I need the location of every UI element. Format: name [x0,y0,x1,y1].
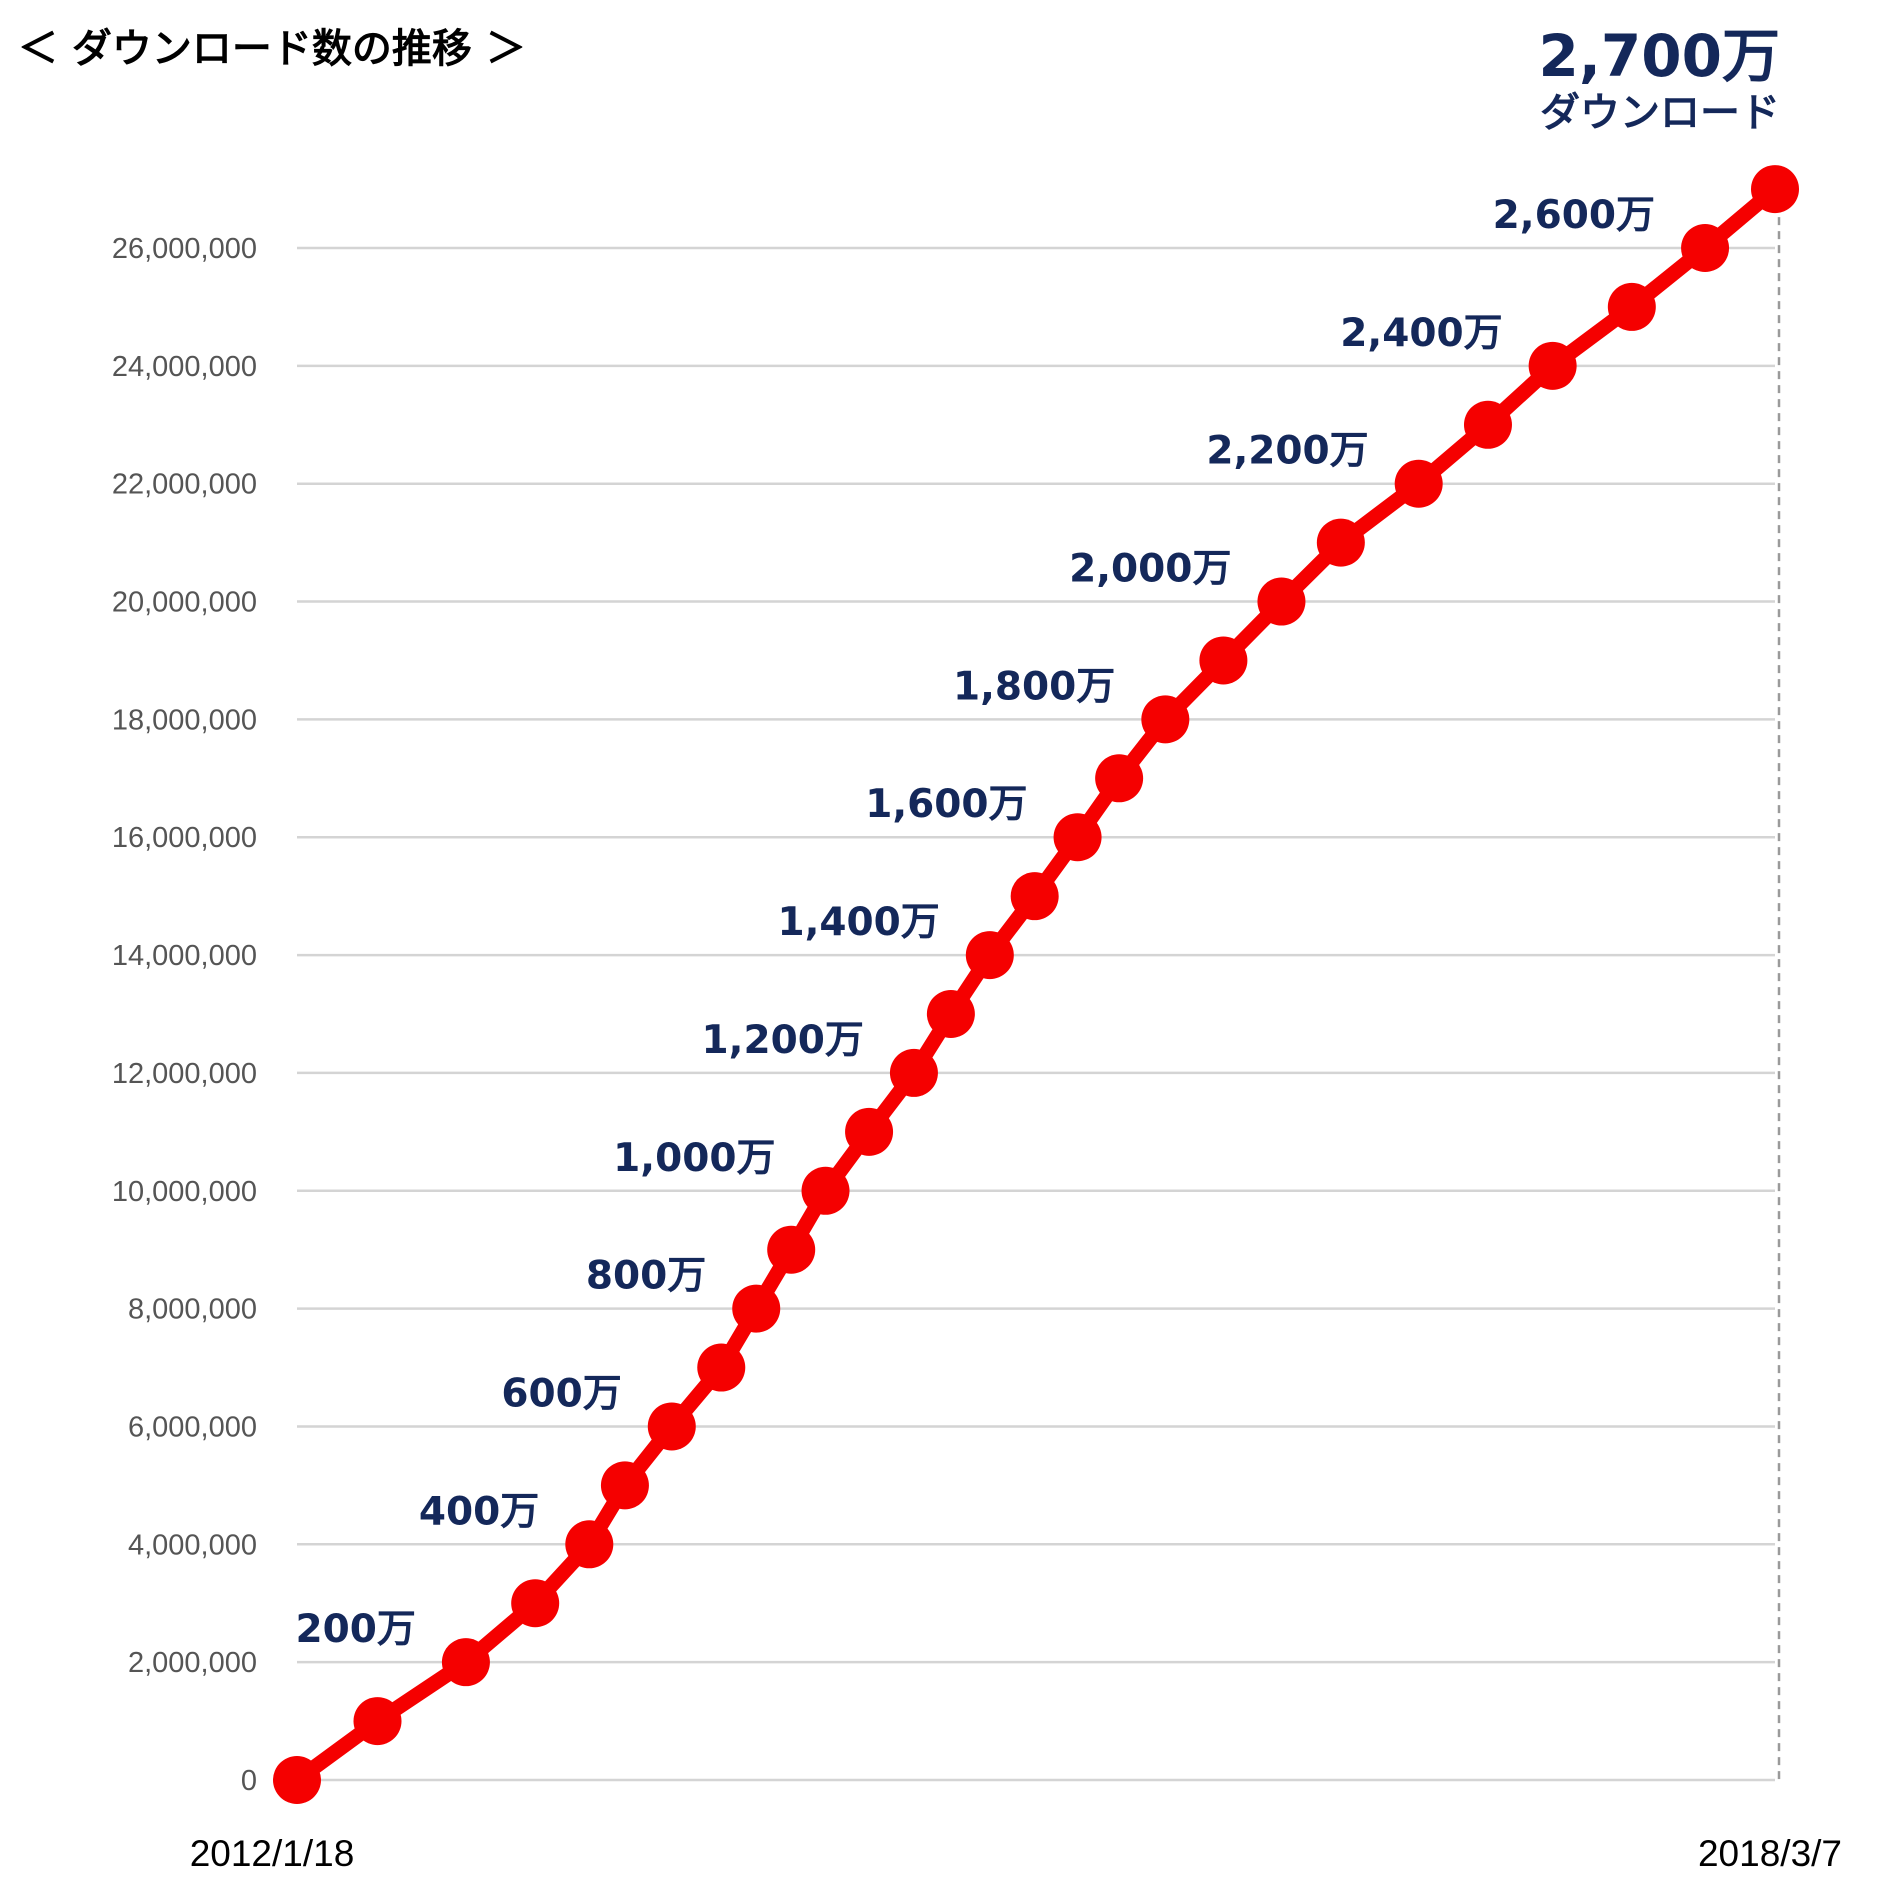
data-point-11 [845,1107,894,1156]
milestone-label-2: 600万 [501,1371,621,1416]
data-point-18 [1141,695,1190,744]
y-axis: 0 2,000,000 4,000,000 6,000,000 8,000,000 10,… [112,233,257,1797]
data-point-17 [1095,754,1144,803]
milestone-label-1: 400万 [419,1489,539,1534]
y-tick-label-4: 8,000,000 [128,1294,257,1326]
data-point-23 [1463,400,1512,449]
data-point-14 [965,931,1014,980]
milestone-label-6: 1,400万 [777,900,939,945]
data-point-2 [441,1638,490,1687]
data-point-4 [565,1520,614,1569]
data-point-8 [732,1284,781,1333]
data-point-3 [511,1579,560,1628]
data-point-13 [926,990,975,1038]
download-line [289,181,1783,1788]
data-point-6 [647,1402,696,1451]
milestone-label-5: 1,200万 [702,1018,864,1063]
y-tick-label-1: 2,000,000 [128,1647,257,1679]
y-tick-label-3: 6,000,000 [128,1411,257,1443]
y-tick-label-5: 10,000,000 [112,1176,257,1208]
data-point-5 [600,1461,649,1510]
milestone-label-0: 200万 [295,1607,415,1652]
data-point-19 [1199,636,1248,685]
data-point-27 [1751,165,1799,214]
chart-title: ＜ ダウンロード数の推移 ＞ [18,26,526,72]
data-point-9 [767,1225,816,1274]
milestone-label-3: 800万 [586,1254,706,1299]
y-tick-label-13: 26,000,000 [112,233,257,265]
data-point-12 [889,1048,938,1097]
x-tick-end: 2018/3/7 [1698,1833,1842,1874]
data-point-21 [1316,518,1365,567]
data-point-0 [273,1756,321,1804]
y-tick-label-2: 4,000,000 [128,1529,257,1561]
milestone-label-12: 2,600万 [1493,193,1655,238]
x-tick-start: 2012/1/18 [190,1833,355,1874]
data-point-26 [1681,224,1730,272]
data-point-25 [1607,282,1656,331]
milestone-label-10: 2,200万 [1206,429,1368,474]
milestone-label-9: 2,000万 [1069,547,1231,592]
data-point-7 [697,1343,746,1392]
milestone-label-11: 2,400万 [1340,311,1502,356]
series-line [289,181,1783,1788]
y-tick-label-9: 18,000,000 [112,704,257,736]
milestone-label-7: 1,600万 [865,782,1027,827]
data-point-10 [801,1166,850,1215]
data-point-20 [1257,577,1306,626]
data-point-16 [1053,813,1102,862]
gridlines [297,189,1781,1782]
data-point-22 [1394,459,1443,508]
milestone-label-8: 1,800万 [953,664,1115,709]
y-tick-label-11: 22,000,000 [112,469,257,501]
y-tick-label-0: 0 [241,1765,257,1797]
y-tick-label-8: 16,000,000 [112,822,257,854]
total-downloads-value: 2,700万 [1539,22,1780,90]
data-point-24 [1528,341,1577,390]
data-point-15 [1010,872,1059,921]
y-tick-label-6: 12,000,000 [112,1058,257,1090]
series-points [273,165,1799,1804]
y-tick-label-12: 24,000,000 [112,351,257,383]
data-point-1 [353,1697,402,1746]
data-labels: 200万 400万 600万 800万 1,000万 1,200万 1,400万 1,600万… [295,193,1655,1652]
y-tick-label-10: 20,000,000 [112,587,257,619]
total-downloads-unit: ダウンロード [1540,90,1780,136]
y-tick-label-7: 14,000,000 [112,940,257,972]
milestone-label-4: 1,000万 [613,1136,775,1181]
